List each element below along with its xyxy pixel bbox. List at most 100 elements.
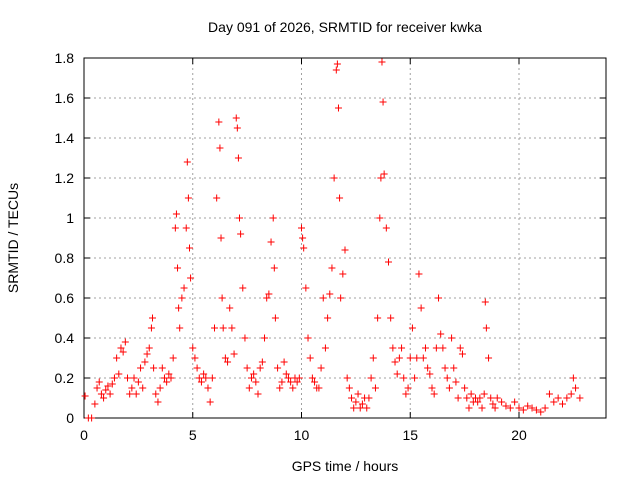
x-tick-label: 5 (189, 427, 197, 443)
data-point (481, 298, 489, 306)
data-point (524, 402, 532, 410)
data-point (400, 374, 408, 382)
data-point (424, 364, 432, 372)
data-point (218, 294, 226, 302)
data-point (289, 384, 297, 392)
data-point (378, 58, 386, 66)
x-tick-label: 15 (402, 427, 418, 443)
data-point (332, 66, 340, 74)
data-point (411, 374, 419, 382)
y-tick-label: 0.6 (55, 290, 75, 306)
data-point (482, 324, 490, 332)
data-point (183, 158, 191, 166)
data-point (200, 370, 208, 378)
data-point (452, 378, 460, 386)
data-point (189, 344, 197, 352)
data-point (302, 284, 310, 292)
data-point (282, 370, 290, 378)
data-point (502, 402, 510, 410)
data-point (339, 270, 347, 278)
data-point (380, 170, 388, 178)
data-point (245, 384, 253, 392)
data-point (489, 400, 497, 408)
data-point (437, 330, 445, 338)
data-point (295, 374, 303, 382)
data-point (145, 344, 153, 352)
data-point (287, 378, 295, 386)
data-point (456, 344, 464, 352)
data-point (154, 398, 162, 406)
data-point (326, 290, 334, 298)
data-point (498, 398, 506, 406)
data-point (139, 384, 147, 392)
data-point (369, 354, 377, 362)
data-point (97, 390, 105, 398)
data-point (336, 194, 344, 202)
data-point (110, 374, 118, 382)
data-point (184, 194, 192, 202)
data-point (382, 224, 390, 232)
data-point (221, 354, 229, 362)
data-point (208, 374, 216, 382)
data-point (211, 324, 218, 332)
data-point (363, 404, 371, 412)
data-point (113, 354, 121, 362)
data-point (300, 244, 308, 252)
data-point (304, 334, 312, 342)
data-point (419, 354, 427, 362)
data-point (415, 270, 423, 278)
data-point (106, 390, 114, 398)
data-point (474, 398, 482, 406)
x-axis-label: GPS time / hours (292, 458, 399, 474)
data-point (271, 314, 279, 322)
data-point (354, 390, 362, 398)
data-point (215, 118, 223, 126)
data-point (165, 370, 173, 378)
data-point (358, 400, 366, 408)
data-point (232, 114, 240, 122)
data-point (487, 394, 495, 402)
data-point (563, 394, 571, 402)
data-point (216, 144, 224, 152)
data-point (519, 406, 527, 414)
data-point (160, 374, 168, 382)
data-point (402, 390, 410, 398)
grid-lines (84, 58, 606, 418)
data-point (100, 394, 108, 402)
data-point (541, 404, 549, 412)
data-point (393, 370, 401, 378)
data-point (167, 374, 175, 382)
data-point (95, 378, 103, 386)
data-point (345, 384, 353, 392)
data-point (243, 364, 251, 372)
data-point (254, 390, 262, 398)
data-point (319, 294, 327, 302)
data-point (256, 364, 264, 372)
data-point (328, 264, 336, 272)
data-point (81, 392, 89, 400)
data-point (478, 404, 486, 412)
data-point (324, 314, 332, 322)
data-point (367, 374, 375, 382)
x-tick-label: 0 (80, 427, 88, 443)
data-point (334, 104, 342, 112)
data-point (348, 394, 356, 402)
data-point (119, 348, 127, 356)
data-point (398, 344, 406, 352)
data-point (299, 234, 307, 242)
data-point (193, 364, 201, 372)
data-point (408, 324, 416, 332)
data-point (506, 404, 514, 412)
plot-frame (83, 57, 607, 419)
data-point (485, 354, 493, 362)
data-point (572, 384, 580, 392)
data-point (493, 394, 501, 402)
data-point (180, 284, 188, 292)
data-point (267, 238, 275, 246)
data-point (233, 124, 241, 132)
data-point (149, 314, 157, 322)
data-point (454, 394, 462, 402)
data-point (428, 384, 436, 392)
data-point (263, 294, 271, 302)
data-point (175, 304, 183, 312)
